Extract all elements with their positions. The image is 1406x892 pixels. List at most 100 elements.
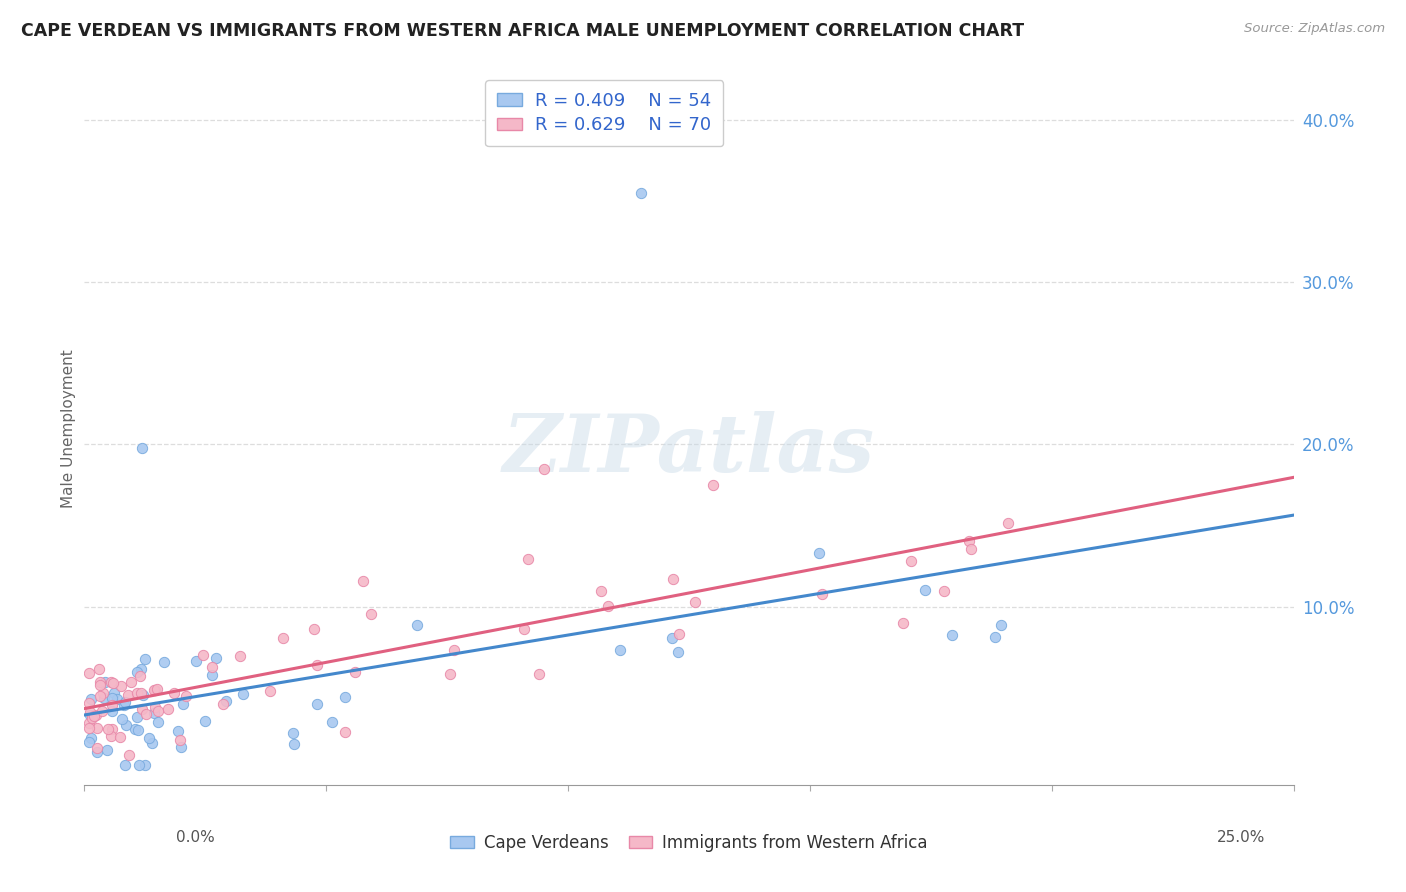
Point	[307, 657, 329, 672]
Point	[101, 691, 124, 706]
Point	[142, 682, 165, 697]
Point	[271, 632, 294, 646]
Point	[131, 702, 153, 716]
Point	[125, 665, 148, 679]
Point	[82, 711, 104, 725]
Point	[77, 735, 100, 749]
Point	[668, 627, 690, 641]
Point	[100, 704, 122, 718]
Point	[111, 712, 134, 726]
Point	[439, 667, 461, 681]
Point	[79, 705, 101, 719]
Point	[118, 748, 141, 763]
Point	[145, 682, 167, 697]
Point	[103, 686, 125, 700]
Point	[141, 736, 163, 750]
Point	[96, 743, 118, 757]
Point	[90, 704, 112, 718]
Point	[83, 708, 105, 723]
Point	[100, 729, 122, 743]
Point	[134, 758, 156, 772]
Point	[443, 643, 465, 657]
Point	[142, 706, 165, 721]
Point	[105, 691, 128, 706]
Point	[589, 584, 612, 599]
Point	[86, 745, 108, 759]
Point	[405, 618, 427, 632]
Point	[307, 698, 329, 712]
Point	[201, 667, 224, 681]
Point	[89, 675, 111, 690]
Point	[193, 648, 215, 662]
Point	[138, 731, 160, 745]
Point	[91, 686, 114, 700]
Point	[114, 695, 136, 709]
Text: 0.0%: 0.0%	[176, 830, 215, 845]
Point	[101, 722, 124, 736]
Point	[194, 714, 217, 728]
Point	[283, 737, 305, 751]
Point	[360, 607, 382, 621]
Point	[516, 552, 538, 566]
Point	[115, 718, 138, 732]
Point	[598, 599, 620, 613]
Point	[93, 691, 115, 706]
Point	[148, 715, 170, 730]
Point	[114, 758, 136, 772]
Point	[662, 572, 685, 586]
Point	[110, 679, 132, 693]
Point	[702, 478, 724, 492]
Point	[169, 733, 191, 747]
Point	[89, 678, 111, 692]
Point	[808, 546, 831, 560]
Point	[80, 692, 103, 706]
Point	[100, 674, 122, 689]
Point	[86, 740, 108, 755]
Point	[229, 648, 252, 663]
Point	[169, 740, 191, 755]
Point	[84, 707, 107, 722]
Point	[259, 684, 281, 698]
Point	[153, 655, 176, 669]
Point	[129, 686, 152, 700]
Point	[215, 694, 238, 708]
Point	[172, 697, 194, 711]
Point	[103, 676, 125, 690]
Point	[131, 441, 153, 455]
Point	[77, 716, 100, 731]
Point	[527, 666, 550, 681]
Point	[129, 662, 152, 676]
Point	[96, 722, 118, 736]
Point	[117, 688, 139, 702]
Point	[900, 554, 922, 568]
Point	[997, 516, 1019, 530]
Point	[143, 699, 166, 714]
Point	[232, 687, 254, 701]
Point	[162, 686, 184, 700]
Point	[124, 722, 146, 736]
Point	[125, 710, 148, 724]
Point	[186, 654, 208, 668]
Point	[134, 652, 156, 666]
Text: Source: ZipAtlas.com: Source: ZipAtlas.com	[1244, 22, 1385, 36]
Point	[990, 617, 1012, 632]
Point	[121, 675, 143, 690]
Point	[321, 714, 343, 729]
Point	[94, 674, 117, 689]
Point	[666, 645, 689, 659]
Point	[89, 689, 111, 703]
Point	[174, 689, 197, 703]
Point	[352, 574, 374, 588]
Point	[211, 697, 233, 711]
Y-axis label: Male Unemployment: Male Unemployment	[60, 349, 76, 508]
Point	[157, 702, 180, 716]
Point	[941, 628, 963, 642]
Point	[957, 533, 980, 548]
Point	[80, 731, 103, 745]
Point	[87, 662, 110, 676]
Point	[135, 707, 157, 722]
Point	[132, 688, 155, 702]
Point	[101, 698, 124, 712]
Point	[304, 622, 326, 636]
Point	[127, 723, 149, 737]
